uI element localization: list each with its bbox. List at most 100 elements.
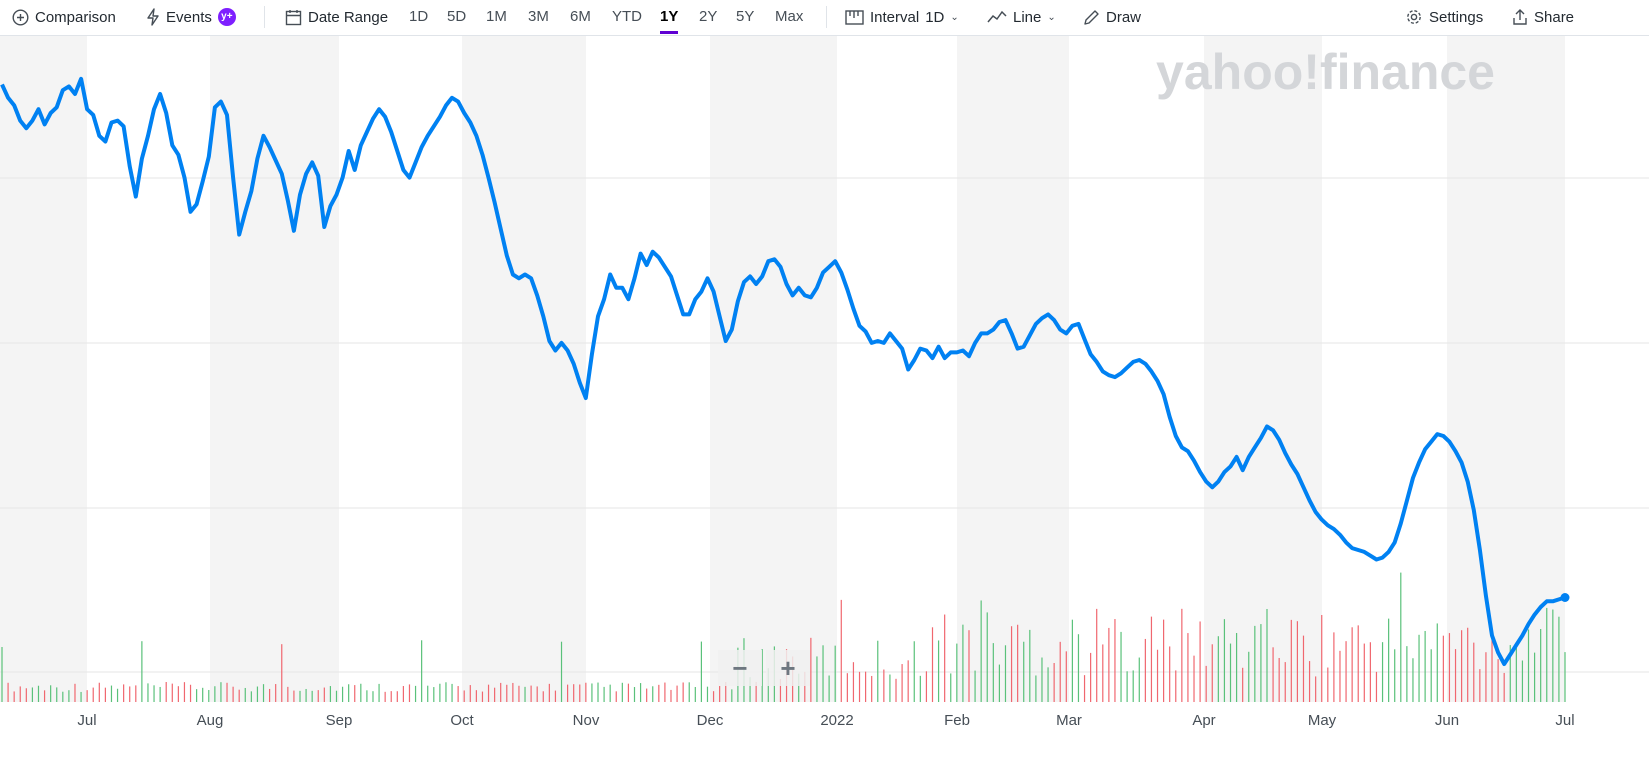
volume-bar — [524, 686, 526, 702]
volume-bar — [828, 675, 830, 702]
volume-bar — [1023, 641, 1025, 702]
volume-bar — [329, 686, 332, 702]
settings-label: Settings — [1429, 8, 1484, 26]
volume-bar — [1029, 629, 1031, 702]
volume-bar — [487, 684, 490, 702]
volume-bar — [1169, 646, 1171, 702]
events-button[interactable]: Events y+ — [146, 0, 236, 34]
volume-bar — [220, 682, 222, 702]
price-chart[interactable]: yahoo!finance Jul Aug Sep Oct Nov Dec 2022 Feb M… — [0, 36, 1649, 776]
volume-bar — [414, 685, 417, 702]
volume-bar — [56, 687, 58, 702]
volume-bar — [360, 683, 362, 702]
x-tick-label: Jul — [77, 712, 96, 729]
month-bands — [0, 36, 1565, 702]
volume-bar — [719, 686, 721, 702]
volume-bar — [463, 690, 465, 702]
comparison-button[interactable]: Comparison — [12, 0, 116, 34]
volume-bar — [183, 682, 186, 702]
volume-bar — [147, 683, 149, 702]
volume-bar — [80, 691, 82, 702]
volume-bar — [1254, 625, 1256, 702]
volume-bar — [725, 682, 727, 702]
zoom-out-button[interactable]: − — [718, 650, 762, 686]
range-ytd[interactable]: YTD — [612, 8, 642, 25]
range-1m[interactable]: 1M — [486, 8, 507, 25]
volume-bar — [159, 686, 161, 702]
volume-bar — [232, 686, 234, 702]
range-6m[interactable]: 6M — [570, 8, 591, 25]
volume-bar — [86, 690, 88, 702]
volume-bar — [694, 686, 696, 702]
volume-bar — [1187, 633, 1189, 702]
volume-bar — [1248, 651, 1250, 702]
month-band — [957, 36, 1069, 702]
volume-bar — [530, 685, 532, 702]
volume-bar — [566, 684, 569, 702]
volume-bar — [68, 690, 70, 702]
range-5y[interactable]: 5Y — [736, 8, 755, 25]
volume-bar — [1150, 616, 1153, 702]
volume-bar — [1266, 608, 1268, 702]
range-5d[interactable]: 5D — [447, 8, 467, 25]
settings-button[interactable]: Settings — [1405, 0, 1483, 34]
date-range-button[interactable]: Date Range — [285, 0, 388, 34]
volume-bar — [1515, 647, 1517, 702]
month-band — [0, 36, 87, 702]
volume-bar — [427, 685, 429, 702]
volume-bar — [974, 670, 976, 702]
volume-bar — [573, 684, 575, 702]
volume-bar — [494, 687, 496, 702]
volume-bar — [731, 689, 733, 702]
chart-type-button[interactable]: Line ⌄ — [987, 0, 1056, 34]
range-1y[interactable]: 1Y — [660, 0, 679, 34]
volume-bar — [1406, 646, 1408, 702]
range-1d[interactable]: 1D — [409, 8, 429, 25]
range-max[interactable]: Max — [775, 8, 804, 25]
volume-bar — [1083, 675, 1086, 702]
interval-value: 1D — [925, 8, 945, 26]
x-tick-label: Dec — [697, 712, 724, 729]
volume-bar — [1114, 619, 1116, 702]
volume-bar — [1321, 615, 1323, 702]
zoom-in-button[interactable]: + — [766, 650, 810, 686]
volume-bar — [1345, 641, 1347, 702]
volume-bar — [348, 684, 350, 702]
volume-bar — [341, 686, 344, 702]
volume-bar — [688, 682, 690, 702]
volume-bar — [1327, 667, 1329, 702]
draw-button[interactable]: Draw — [1083, 0, 1141, 34]
volume-bar — [1527, 629, 1530, 702]
volume-bar — [615, 691, 617, 702]
volume-bar — [335, 690, 338, 702]
volume-bar — [1175, 670, 1177, 702]
share-label: Share — [1534, 8, 1575, 26]
volume-bar — [1400, 572, 1402, 702]
volume-bar — [1047, 667, 1049, 702]
range-2y[interactable]: 2Y — [699, 8, 718, 25]
interval-label: Interval — [870, 8, 920, 26]
volume-bar — [1163, 619, 1165, 702]
ruler-icon — [845, 9, 864, 26]
range-3m[interactable]: 3M — [528, 8, 549, 25]
x-tick-label: Mar — [1056, 712, 1082, 729]
volume-bar — [682, 682, 684, 702]
volume-bar — [1053, 663, 1055, 702]
volume-bar — [548, 683, 550, 702]
volume-bar — [1424, 630, 1426, 702]
interval-button[interactable]: Interval 1D ⌄ — [845, 0, 959, 34]
volume-bar — [646, 688, 648, 702]
volume-bar — [445, 682, 447, 702]
volume-bar — [1412, 658, 1414, 702]
month-band — [1204, 36, 1322, 702]
volume-bar — [1540, 628, 1542, 702]
volume-bar — [609, 684, 611, 702]
volume-bar — [968, 630, 970, 702]
volume-bar — [1120, 631, 1122, 702]
volume-bar — [317, 690, 319, 702]
share-button[interactable]: Share — [1512, 0, 1574, 34]
x-tick-label: Feb — [944, 712, 970, 729]
volume-bar — [1552, 609, 1554, 702]
volume-bar — [457, 686, 459, 702]
volume-bar — [761, 649, 763, 702]
